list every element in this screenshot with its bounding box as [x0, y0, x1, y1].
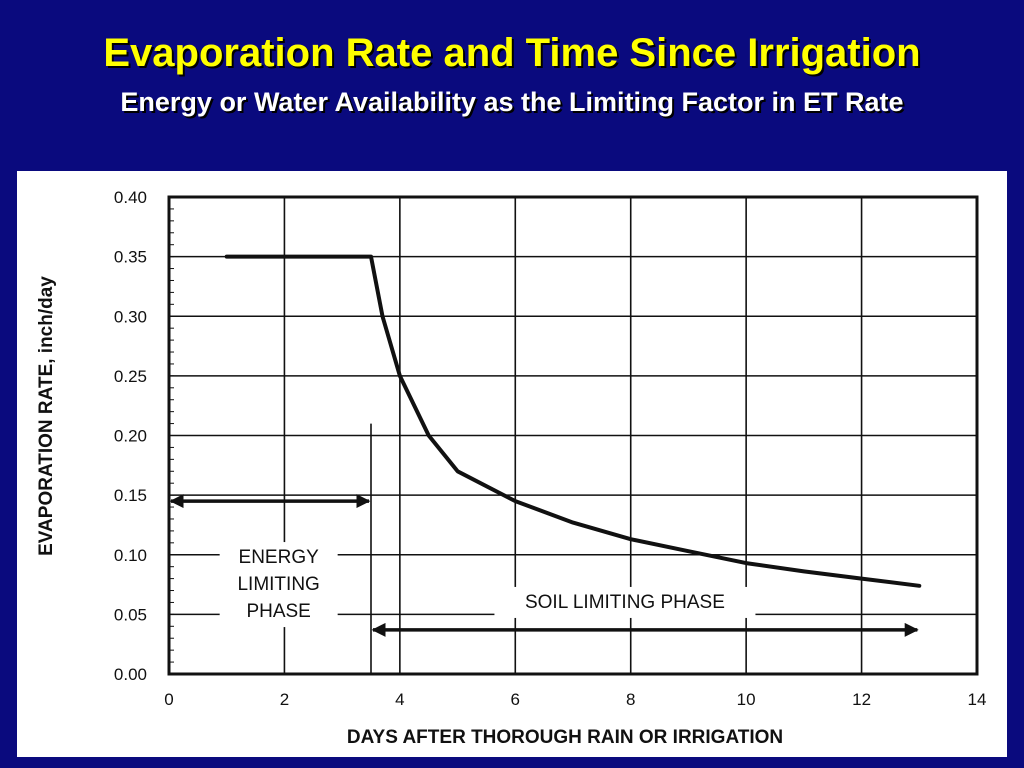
y-tick-label: 0.30 [114, 307, 147, 326]
soil-phase-label: SOIL LIMITING PHASE [525, 592, 725, 613]
y-tick-label: 0.35 [114, 248, 147, 267]
y-tick-label: 0.25 [114, 367, 147, 386]
y-tick-label: 0.20 [114, 427, 147, 446]
y-tick-label: 0.15 [114, 486, 147, 505]
x-tick-label: 10 [737, 690, 756, 709]
slide-subtitle: Energy or Water Availability as the Limi… [120, 87, 904, 117]
chart-panel: 0.00 0.05 0.10 0.15 0.20 0.25 0.30 0.35 0.40 0 2 4… [17, 171, 1007, 757]
x-tick-label: 2 [280, 690, 289, 709]
y-tick-label: 0.00 [114, 665, 147, 684]
x-tick-label: 8 [626, 690, 635, 709]
x-tick-label: 0 [164, 690, 173, 709]
x-tick-label: 12 [852, 690, 871, 709]
x-tick-label: 4 [395, 690, 404, 709]
x-tick-label: 14 [968, 690, 987, 709]
evaporation-chart: 0.00 0.05 0.10 0.15 0.20 0.25 0.30 0.35 0.40 0 2 4… [36, 188, 987, 748]
annotation-backdrop [219, 542, 338, 628]
energy-phase-label: LIMITING [237, 574, 319, 595]
y-tick-label: 0.10 [114, 546, 147, 565]
x-tick-label: 6 [511, 690, 520, 709]
annotation-backdrop [494, 586, 756, 618]
energy-phase-label: ENERGY [239, 547, 320, 568]
energy-phase-label: PHASE [246, 601, 310, 622]
plot-frame [167, 195, 979, 676]
y-axis-label: EVAPORATION RATE, inch/day [36, 276, 57, 556]
y-tick-label: 0.40 [114, 188, 147, 207]
evaporation-rate-line [224, 254, 922, 588]
x-axis-label: DAYS AFTER THOROUGH RAIN OR IRRIGATION [347, 727, 783, 748]
slide-title: Evaporation Rate and Time Since Irrigati… [103, 31, 921, 75]
y-tick-label: 0.05 [114, 605, 147, 624]
